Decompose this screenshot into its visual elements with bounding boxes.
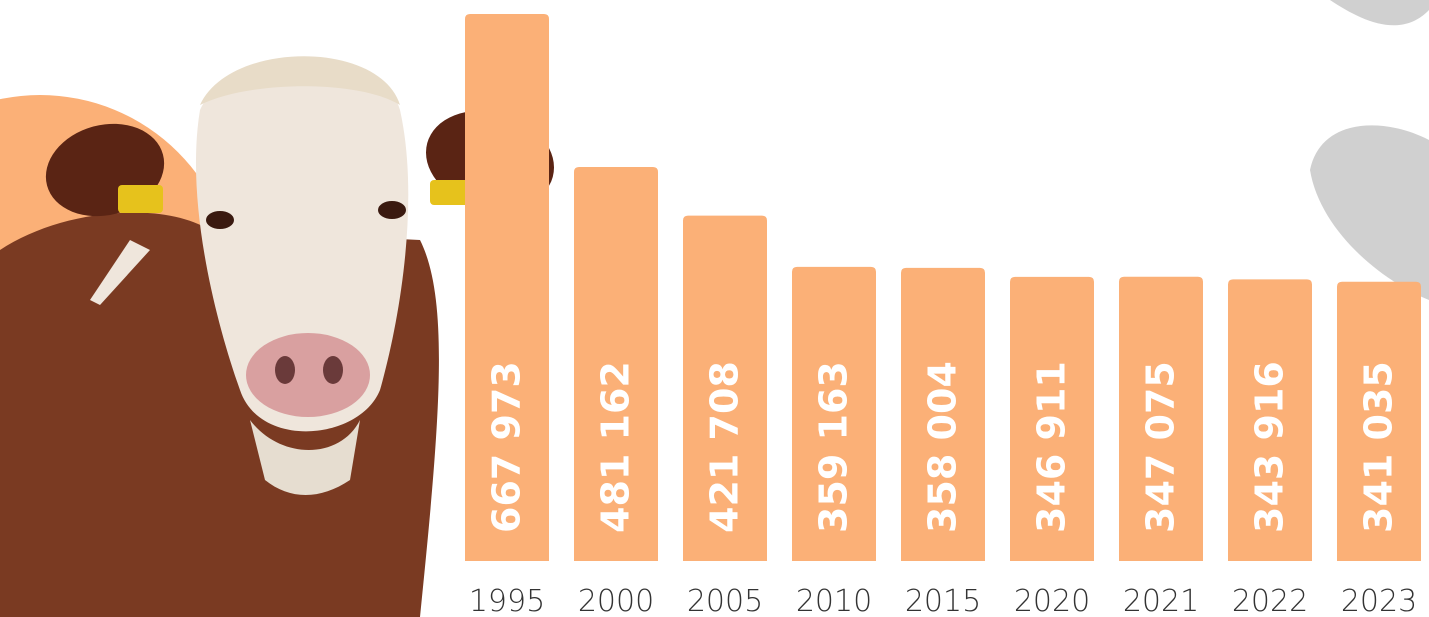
x-tick-label: 2022: [1232, 584, 1308, 617]
value-label: 359 163: [812, 361, 856, 533]
x-tick-label: 2005: [687, 584, 763, 617]
value-label: 421 708: [703, 361, 747, 533]
bar: [792, 266, 876, 561]
bar: [465, 14, 549, 561]
bar: [1010, 276, 1094, 561]
bar: [1337, 281, 1421, 561]
value-label: 481 162: [594, 361, 638, 533]
x-tick-label: 2023: [1341, 584, 1417, 617]
x-tick-label: 1995: [469, 584, 545, 617]
value-label: 358 004: [921, 361, 965, 533]
value-label: 347 075: [1139, 361, 1183, 533]
bar: [1228, 279, 1312, 561]
x-tick-label: 2015: [905, 584, 981, 617]
bar: [574, 166, 658, 561]
bar: [683, 215, 767, 561]
x-tick-label: 2020: [1014, 584, 1090, 617]
x-tick-label: 2010: [796, 584, 872, 617]
value-label: 343 916: [1248, 361, 1292, 533]
x-tick-label: 2000: [578, 584, 654, 617]
value-label: 346 911: [1030, 361, 1074, 533]
x-tick-label: 2021: [1123, 584, 1199, 617]
bar: [1119, 276, 1203, 561]
bar: [901, 267, 985, 561]
decor-shape: [1330, 0, 1429, 26]
decor-shape: [1310, 125, 1429, 300]
value-label: 341 035: [1357, 361, 1401, 533]
value-label: 667 973: [485, 361, 529, 533]
